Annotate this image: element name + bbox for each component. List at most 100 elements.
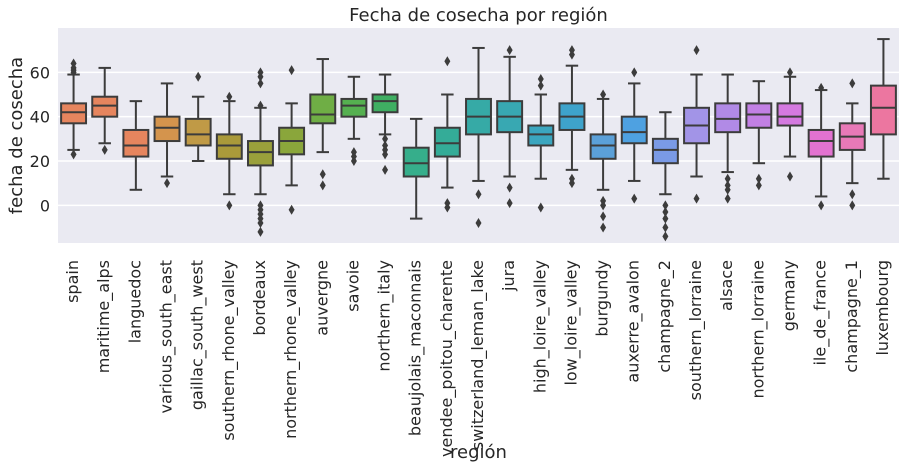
x-tick-label: auvergne [312,260,331,336]
box-gaillac_south_west [184,71,212,162]
outlier-point [288,204,295,215]
y-tick-label: 0 [40,196,50,215]
box-iqr [184,117,212,147]
outlier-point [475,189,482,200]
box-vendee_poitou_charente [433,56,461,213]
outlier-point [818,200,825,211]
outlier-point [849,78,856,89]
box-maritime_alps [91,66,119,155]
x-tick-label: burgundy [593,260,612,337]
box-champagne_2 [651,111,679,242]
box-high_loire_valley [527,73,555,213]
box-savoie [340,75,368,166]
box-iqr [807,128,835,158]
box-bordeaux [247,67,274,237]
box-spain [60,58,88,160]
outlier-point [257,200,264,211]
box-southern_lorraine [683,45,710,204]
box-iqr [620,115,648,145]
y-axis-label: fecha de cosecha [6,57,27,214]
box-iqr [153,115,181,143]
box-iqr [776,102,804,127]
box-iqr [869,84,897,136]
y-tick-label: 20 [30,152,50,171]
box-southern_rhone_valley [215,91,243,211]
box-champagne_1 [838,78,866,211]
outlier-point [786,67,793,78]
outlier-point [475,218,482,229]
outlier-point [568,45,575,56]
outlier-point [444,56,451,67]
outlier-point [818,82,825,93]
x-axis-label: región [450,442,507,463]
x-tick-label: luxembourg [873,260,892,356]
outlier-point [70,149,77,160]
box-iqr [122,128,150,158]
outlier-point [257,100,264,111]
x-tick-label: jura [499,260,518,292]
outlier-point [693,193,700,204]
box-burgundy [589,89,617,233]
x-tick-label: beaujolais_maconnais [406,260,426,436]
outlier-point [662,206,669,217]
box-luxembourg [869,38,897,180]
x-tick-label: high_loire_valley [530,260,550,393]
outlier-point [631,67,638,78]
x-tick-label: maritime_alps [94,260,114,373]
outlier-point [724,193,731,204]
outlier-point [662,213,669,224]
outlier-point [506,198,513,209]
outlier-point [350,147,357,158]
outlier-point [786,171,793,182]
box-jura [496,45,524,209]
outlier-point [693,45,700,56]
box-iqr [371,93,399,114]
x-tick-label: bordeaux [250,260,269,336]
box-alsace [714,73,742,204]
x-tick-label: various_south_east [157,260,177,414]
outlier-point [164,178,171,189]
x-tick-label: alsace [717,260,736,311]
box-languedoc [122,100,150,191]
box-iqr [651,137,679,165]
x-tick-label: languedoc [125,260,144,343]
outlier-point [662,231,669,242]
box-auxerre_avalon [620,67,648,204]
x-tick-label: southern_rhone_valley [219,260,239,441]
box-northern_rhone_valley [278,65,306,215]
x-tick-label: champagne_2 [655,260,675,373]
x-tick-label: gaillac_south_west [188,260,208,410]
box-iqr [309,93,337,125]
box-switzerland_leman_lake [465,46,492,229]
outlier-point [849,200,856,211]
outlier-point [319,180,326,191]
box-iqr [745,102,773,129]
outlier-point [257,67,264,78]
outlier-point [662,222,669,233]
outlier-point [600,195,607,206]
box-iqr [714,102,742,134]
y-tick-label: 60 [30,63,50,82]
x-tick-label: auxerre_avalon [624,260,644,383]
box-iqr [433,126,461,158]
outlier-point [849,189,856,200]
box-ile_de_france [807,82,835,211]
outlier-point [631,193,638,204]
x-tick-label: spain [63,260,82,303]
x-tick-label: northern_rhone_valley [281,260,301,439]
x-tick-label: ile_de_france [811,260,831,366]
outlier-point [288,65,295,76]
box-iqr [60,102,88,125]
box-iqr [247,140,274,167]
outlier-point [70,58,77,69]
outlier-point [382,164,389,175]
x-tick-label: switzerland_leman_lake [468,260,488,450]
outlier-point [600,89,607,100]
box-northern_italy [371,73,399,175]
x-tick-label: savoie [343,260,362,312]
box-iqr [215,133,243,160]
outlier-point [600,211,607,222]
outlier-point [444,198,451,209]
outlier-point [537,80,544,91]
outlier-point [382,133,389,144]
